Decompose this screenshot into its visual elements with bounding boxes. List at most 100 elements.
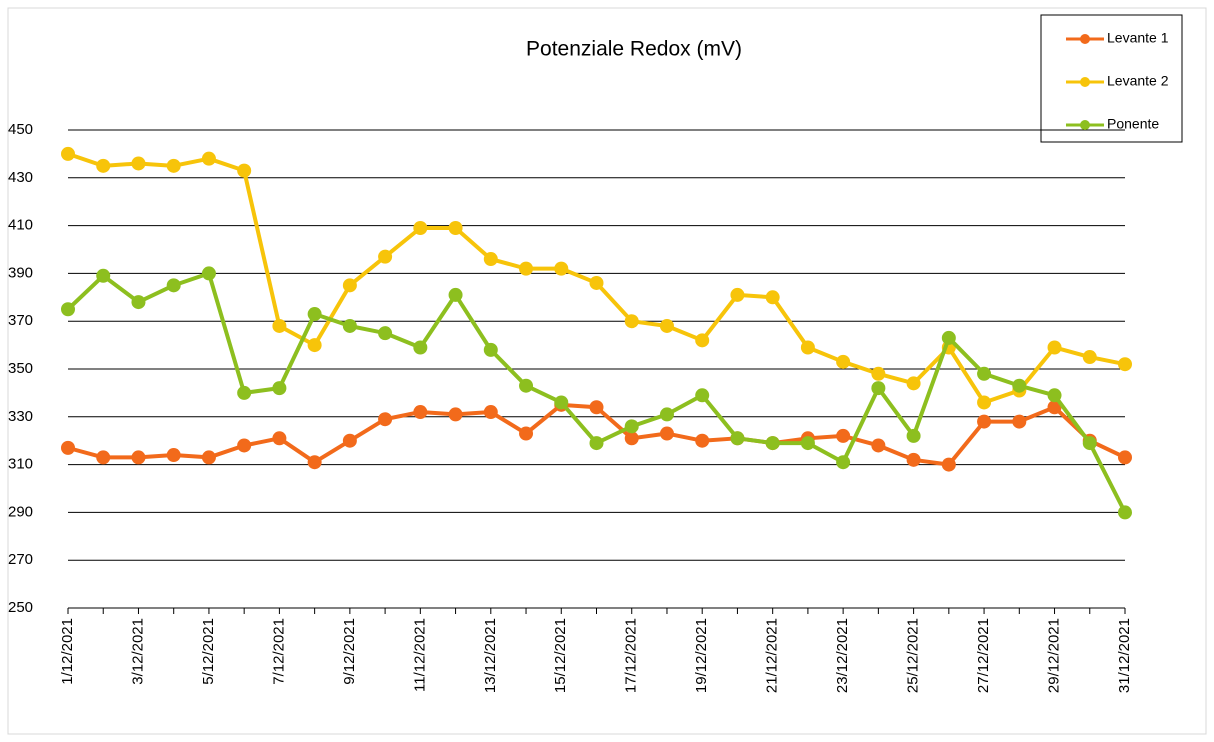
data-point — [131, 156, 146, 171]
data-point — [237, 385, 252, 400]
data-point — [977, 366, 992, 381]
data-point — [483, 405, 498, 420]
data-point — [61, 146, 75, 161]
data-point — [977, 414, 992, 429]
chart-frame — [7, 7, 1207, 735]
data-point — [272, 381, 287, 396]
data-point — [483, 252, 498, 267]
data-point — [342, 278, 357, 293]
x-tick-label: 29/12/2021 — [1046, 618, 1063, 693]
data-point — [624, 314, 639, 329]
x-tick-label: 9/12/2021 — [341, 618, 358, 685]
data-point — [96, 158, 111, 173]
data-point — [765, 290, 780, 305]
legend-marker — [1080, 34, 1090, 44]
legend-label: Levante 2 — [1107, 73, 1169, 89]
x-tick-label: 1/12/2021 — [59, 618, 76, 685]
data-point — [730, 431, 745, 446]
data-point — [378, 412, 393, 427]
data-point — [166, 278, 181, 293]
data-point — [448, 407, 463, 422]
data-point — [589, 400, 604, 415]
data-point — [131, 295, 146, 310]
data-point — [1012, 414, 1027, 429]
data-point — [871, 366, 886, 381]
data-point — [765, 436, 780, 451]
y-tick-label: 350 — [8, 360, 33, 377]
data-point — [836, 354, 851, 369]
data-point — [1118, 450, 1132, 465]
legend-marker — [1080, 77, 1090, 87]
data-point — [659, 426, 674, 441]
data-point — [1082, 436, 1097, 451]
data-point — [659, 318, 674, 333]
data-point — [96, 450, 111, 465]
y-tick-label: 410 — [8, 217, 33, 234]
x-tick-label: 21/12/2021 — [764, 618, 781, 693]
data-point — [378, 249, 393, 264]
data-point — [836, 428, 851, 443]
y-tick-label: 290 — [8, 503, 33, 520]
data-point — [800, 436, 815, 451]
data-point — [201, 450, 216, 465]
x-tick-label: 27/12/2021 — [975, 618, 992, 693]
data-point — [483, 342, 498, 357]
chart-title: Potenziale Redox (mV) — [526, 38, 742, 61]
data-point — [413, 220, 428, 235]
data-point — [871, 438, 886, 453]
data-point — [519, 261, 534, 276]
x-tick-label: 3/12/2021 — [129, 618, 146, 685]
x-tick-label: 13/12/2021 — [482, 618, 499, 693]
x-tick-label: 23/12/2021 — [834, 618, 851, 693]
legend-label: Ponente — [1107, 116, 1159, 132]
data-point — [201, 151, 216, 166]
data-point — [977, 395, 992, 410]
data-point — [237, 163, 252, 178]
data-point — [906, 428, 921, 443]
data-point — [1047, 340, 1062, 355]
data-point — [1082, 350, 1097, 365]
data-point — [695, 433, 710, 448]
x-tick-label: 19/12/2021 — [693, 618, 710, 693]
data-point — [448, 220, 463, 235]
data-point — [166, 158, 181, 173]
y-tick-label: 330 — [8, 408, 33, 425]
data-point — [1012, 378, 1027, 393]
data-point — [906, 376, 921, 391]
data-point — [871, 381, 886, 396]
data-point — [554, 395, 569, 410]
y-tick-label: 450 — [8, 121, 33, 138]
y-tick-label: 370 — [8, 312, 33, 329]
data-point — [61, 302, 75, 317]
data-point — [1047, 400, 1062, 415]
x-tick-label: 5/12/2021 — [200, 618, 217, 685]
data-point — [836, 455, 851, 470]
data-point — [272, 431, 287, 446]
data-point — [589, 436, 604, 451]
data-point — [519, 426, 534, 441]
legend — [1040, 14, 1183, 143]
data-point — [61, 440, 75, 455]
data-point — [554, 261, 569, 276]
y-tick-label: 390 — [8, 264, 33, 281]
x-tick-label: 11/12/2021 — [411, 618, 428, 692]
data-point — [906, 452, 921, 467]
data-point — [272, 318, 287, 333]
data-point — [659, 407, 674, 422]
x-tick-label: 17/12/2021 — [623, 618, 640, 693]
legend-label: Levante 1 — [1107, 30, 1169, 46]
data-point — [1118, 505, 1132, 520]
data-point — [730, 287, 745, 302]
data-point — [307, 307, 322, 322]
data-point — [941, 457, 956, 472]
legend-marker — [1080, 120, 1090, 130]
x-tick-label: 25/12/2021 — [905, 618, 922, 693]
data-point — [519, 378, 534, 393]
data-point — [1118, 357, 1132, 372]
data-point — [448, 287, 463, 302]
data-point — [307, 338, 322, 353]
data-point — [307, 455, 322, 470]
data-point — [800, 340, 815, 355]
x-tick-label: 31/12/2021 — [1116, 618, 1133, 693]
